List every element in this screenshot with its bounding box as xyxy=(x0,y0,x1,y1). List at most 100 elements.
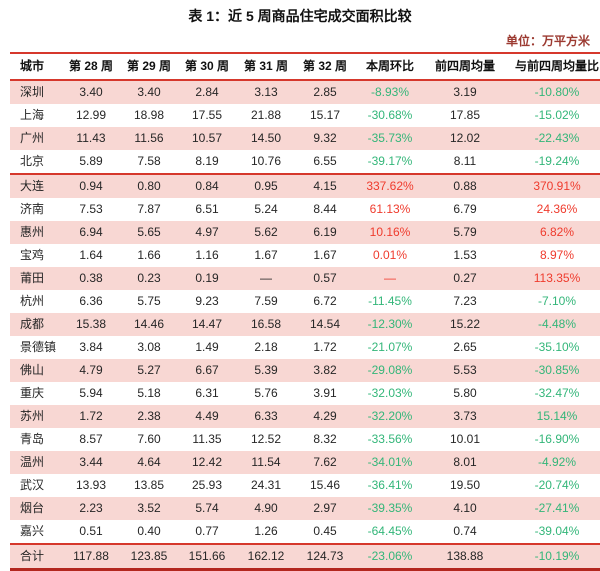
week32-value-cell: 8.32 xyxy=(313,432,337,446)
week29-value-cell: 7.58 xyxy=(137,154,161,168)
week29-value-cell: 2.38 xyxy=(120,405,178,428)
vs-avg4-cell: -20.74% xyxy=(534,478,580,492)
wow-change-cell: -8.93% xyxy=(354,80,426,104)
wow-change-cell: 337.62% xyxy=(354,173,426,198)
week31-value-cell: 11.54 xyxy=(236,451,296,474)
column-header-week30: 第 30 周 xyxy=(178,53,236,81)
vs-avg4-cell: -4.48% xyxy=(504,313,600,336)
column-header-week29: 第 29 周 xyxy=(120,53,178,81)
week32-value-cell: 3.91 xyxy=(313,386,337,400)
week30-value-cell: 6.51 xyxy=(195,202,219,216)
table-row: 合计 117.88 123.85 151.66 162.12 124.73 -2… xyxy=(10,543,600,570)
table-row: 重庆 5.94 5.18 6.31 5.76 3.91 -32.03% 5.80… xyxy=(10,382,600,405)
city-cell: 佛山 xyxy=(10,359,62,382)
wow-change-cell: -21.07% xyxy=(367,340,413,354)
week30-value-cell: 1.16 xyxy=(195,248,219,262)
city-cell: 重庆 xyxy=(20,386,45,400)
city-cell: 惠州 xyxy=(10,221,62,244)
week29-value-cell: 5.27 xyxy=(120,359,178,382)
week32-value-cell: 4.15 xyxy=(296,173,354,198)
week31-value-cell: 14.50 xyxy=(236,127,296,150)
city-cell: 北京 xyxy=(20,154,45,168)
avg4-cell: 0.88 xyxy=(426,173,504,198)
week31-value-cell: — xyxy=(236,267,296,290)
table-row: 宝鸡 1.64 1.66 1.16 1.67 1.67 0.01% 1.53 8… xyxy=(10,244,600,267)
wow-change-cell: -35.73% xyxy=(354,127,426,150)
vs-avg4-cell: -15.02% xyxy=(534,108,580,122)
column-header-vs-avg4: 与前四周均量比 xyxy=(504,53,600,81)
week28-value-cell: 3.84 xyxy=(79,340,103,354)
week28-value-cell: 7.53 xyxy=(79,202,103,216)
week28-value-cell: 3.44 xyxy=(62,451,120,474)
avg4-cell: 5.80 xyxy=(453,386,477,400)
avg4-cell: 17.85 xyxy=(449,108,481,122)
week28-value-cell: 1.64 xyxy=(79,248,103,262)
week30-value-cell: 14.47 xyxy=(178,313,236,336)
vs-avg4-cell: -16.90% xyxy=(534,432,580,446)
wow-change-cell: -64.45% xyxy=(367,524,413,538)
wow-change-cell: -32.03% xyxy=(367,386,413,400)
vs-avg4-cell: 113.35% xyxy=(504,267,600,290)
city-cell: 广州 xyxy=(10,127,62,150)
week28-value-cell: 13.93 xyxy=(75,478,107,492)
vs-avg4-cell: -32.47% xyxy=(534,386,580,400)
table-row: 杭州 6.36 5.75 9.23 7.59 6.72 -11.45% 7.23… xyxy=(10,290,600,313)
vs-avg4-cell: 8.97% xyxy=(539,248,575,262)
table-title: 表 1：近 5 周商品住宅成交面积比较 xyxy=(188,8,412,24)
table-row: 烟台 2.23 3.52 5.74 4.90 2.97 -39.35% 4.10… xyxy=(10,497,600,520)
avg4-cell: 4.10 xyxy=(426,497,504,520)
week28-value-cell: 4.79 xyxy=(62,359,120,382)
wow-change-cell: -11.45% xyxy=(368,294,412,308)
week28-value-cell: 6.36 xyxy=(79,294,103,308)
week31-value-cell: 5.39 xyxy=(236,359,296,382)
city-cell: 深圳 xyxy=(10,80,62,104)
column-header-week31: 第 31 周 xyxy=(236,53,296,81)
week31-value-cell: 16.58 xyxy=(236,313,296,336)
table-row: 莆田 0.38 0.23 0.19 — 0.57 — 0.27 113.35% xyxy=(10,267,600,290)
week31-value-cell: 10.76 xyxy=(250,154,282,168)
vs-avg4-cell: -39.04% xyxy=(534,524,580,538)
week32-value-cell: 6.55 xyxy=(313,154,337,168)
wow-change-cell: — xyxy=(354,267,426,290)
week28-value-cell: 5.94 xyxy=(79,386,103,400)
week30-value-cell: 6.31 xyxy=(195,386,219,400)
avg4-cell: 3.73 xyxy=(426,405,504,428)
week28-value-cell: 8.57 xyxy=(79,432,103,446)
week32-value-cell: 7.62 xyxy=(296,451,354,474)
week28-value-cell: 0.51 xyxy=(79,524,103,538)
week32-value-cell: 9.32 xyxy=(296,127,354,150)
avg4-cell: 15.22 xyxy=(426,313,504,336)
avg4-cell: 1.53 xyxy=(453,248,477,262)
column-header-city: 城市 xyxy=(10,53,62,81)
week32-value-cell: 0.57 xyxy=(296,267,354,290)
wow-change-cell: -32.20% xyxy=(354,405,426,428)
city-cell: 上海 xyxy=(20,108,45,122)
week28-value-cell: 117.88 xyxy=(62,543,120,570)
avg4-cell: 6.79 xyxy=(453,202,477,216)
week30-value-cell: 0.77 xyxy=(195,524,219,538)
week31-value-cell: 6.33 xyxy=(236,405,296,428)
avg4-cell: 0.27 xyxy=(426,267,504,290)
city-cell: 景德镇 xyxy=(20,340,57,354)
column-header-week32: 第 32 周 xyxy=(296,53,354,81)
week30-value-cell: 8.19 xyxy=(195,154,219,168)
week32-value-cell: 15.17 xyxy=(309,108,341,122)
wow-change-cell: 61.13% xyxy=(369,202,411,216)
week31-value-cell: 21.88 xyxy=(250,108,282,122)
table-row: 北京 5.89 7.58 8.19 10.76 6.55 -39.17% 8.1… xyxy=(10,150,600,174)
week29-value-cell: 11.56 xyxy=(120,127,178,150)
week28-value-cell: 15.38 xyxy=(62,313,120,336)
city-cell: 济南 xyxy=(20,202,45,216)
city-cell: 温州 xyxy=(10,451,62,474)
vs-avg4-cell: -10.19% xyxy=(504,543,600,570)
table-row: 深圳 3.40 3.40 2.84 3.13 2.85 -8.93% 3.19 … xyxy=(10,80,600,104)
week30-value-cell: 4.49 xyxy=(178,405,236,428)
week30-value-cell: 1.49 xyxy=(195,340,219,354)
week30-value-cell: 25.93 xyxy=(191,478,223,492)
avg4-cell: 12.02 xyxy=(426,127,504,150)
week29-value-cell: 1.66 xyxy=(137,248,161,262)
avg4-cell: 10.01 xyxy=(449,432,481,446)
city-cell: 苏州 xyxy=(10,405,62,428)
table-row: 惠州 6.94 5.65 4.97 5.62 6.19 10.16% 5.79 … xyxy=(10,221,600,244)
